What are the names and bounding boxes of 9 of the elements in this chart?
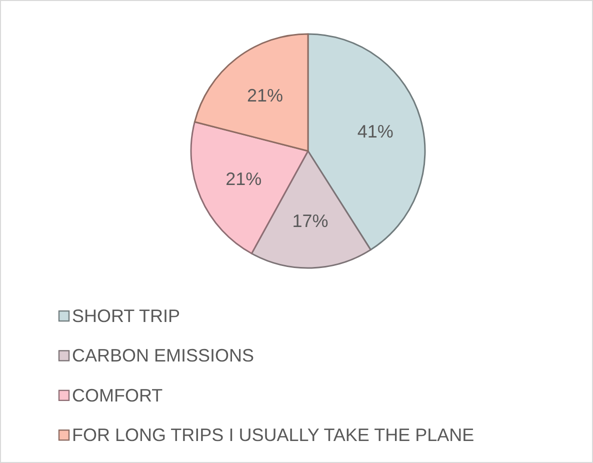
pie-slice bbox=[194, 33, 309, 152]
legend-label: FOR LONG TRIPS I USUALLY TAKE THE PLANE bbox=[72, 425, 474, 446]
data-label: 21% bbox=[226, 168, 262, 189]
legend-label: CARBON EMISSIONS bbox=[72, 346, 254, 366]
data-label: 17% bbox=[292, 211, 328, 232]
data-label: 41% bbox=[357, 121, 394, 142]
legend-label: COMFORT bbox=[72, 385, 163, 406]
data-label: 21% bbox=[246, 86, 283, 106]
legend-label: SHORT TRIP bbox=[72, 306, 180, 326]
